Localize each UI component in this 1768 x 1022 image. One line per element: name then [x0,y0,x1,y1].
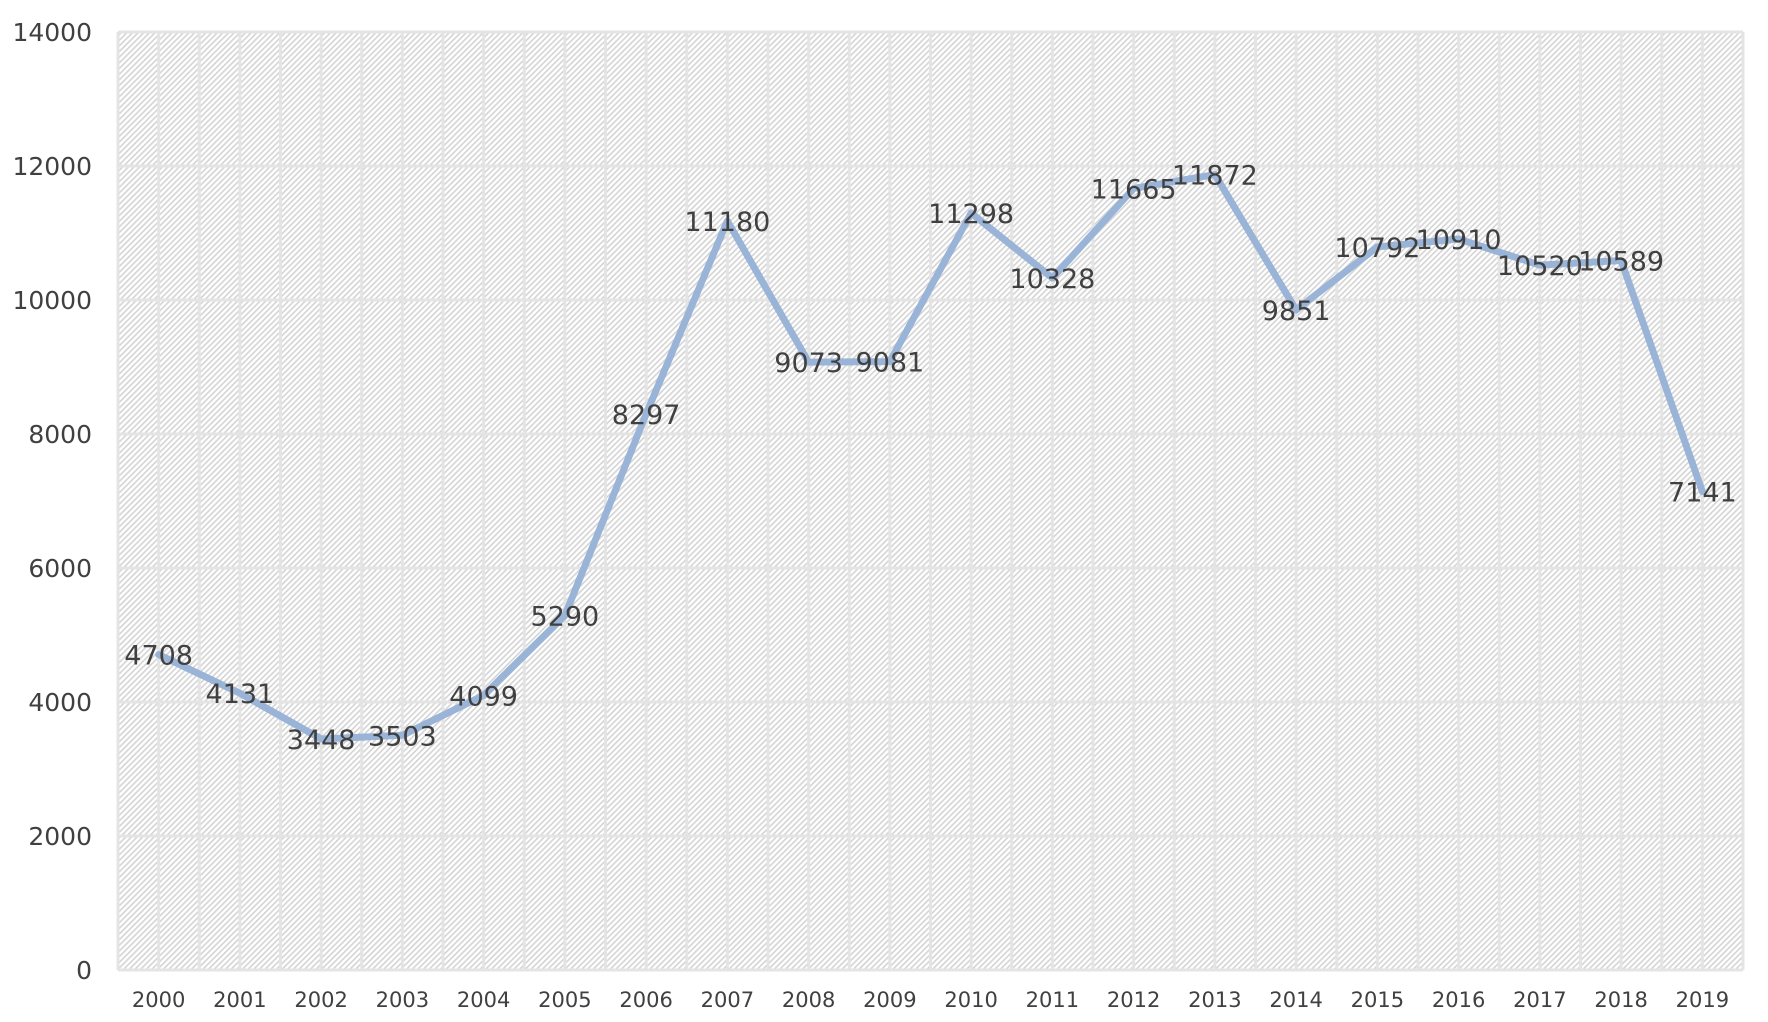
data-label: 8297 [612,400,681,431]
x-tick-label: 2007 [701,988,754,1012]
x-tick-label: 2015 [1351,988,1404,1012]
data-label: 11180 [684,207,770,238]
data-label: 11872 [1172,161,1258,192]
x-tick-label: 2000 [132,988,185,1012]
x-tick-label: 2001 [213,988,266,1012]
y-tick-label: 10000 [12,286,92,315]
y-tick-label: 2000 [28,822,92,851]
x-tick-label: 2014 [1269,988,1322,1012]
y-tick-label: 0 [76,956,92,985]
x-tick-label: 2018 [1594,988,1647,1012]
y-tick-label: 8000 [28,420,92,449]
y-tick-label: 6000 [28,554,92,583]
data-label: 9851 [1262,296,1331,327]
x-tick-label: 2005 [538,988,591,1012]
data-label: 4099 [449,681,518,712]
data-label: 10328 [1009,264,1095,295]
y-tick-label: 12000 [12,152,92,181]
x-tick-label: 2012 [1107,988,1160,1012]
data-label: 3448 [287,725,356,756]
data-label: 7141 [1668,478,1737,509]
x-tick-label: 2009 [863,988,916,1012]
data-label: 9081 [856,348,925,379]
x-tick-label: 2010 [944,988,997,1012]
y-tick-label: 14000 [12,18,92,47]
data-label: 4131 [206,679,275,710]
x-tick-label: 2013 [1188,988,1241,1012]
data-label: 10792 [1334,233,1420,264]
data-label: 10520 [1497,251,1583,282]
x-tick-label: 2011 [1026,988,1079,1012]
data-label: 10589 [1578,247,1664,278]
data-label: 11665 [1091,174,1177,205]
data-label: 4708 [124,641,193,672]
data-label: 9073 [774,348,843,379]
x-tick-label: 2016 [1432,988,1485,1012]
x-tick-label: 2008 [782,988,835,1012]
data-label: 3503 [368,721,437,752]
x-tick-label: 2017 [1513,988,1566,1012]
x-tick-label: 2003 [376,988,429,1012]
x-tick-label: 2004 [457,988,510,1012]
x-tick-label: 2002 [294,988,347,1012]
x-tick-label: 2019 [1676,988,1729,1012]
x-tick-label: 2006 [619,988,672,1012]
y-tick-label: 4000 [28,688,92,717]
data-label: 10910 [1416,225,1502,256]
data-label: 5290 [531,602,600,633]
data-label: 11298 [928,199,1014,230]
